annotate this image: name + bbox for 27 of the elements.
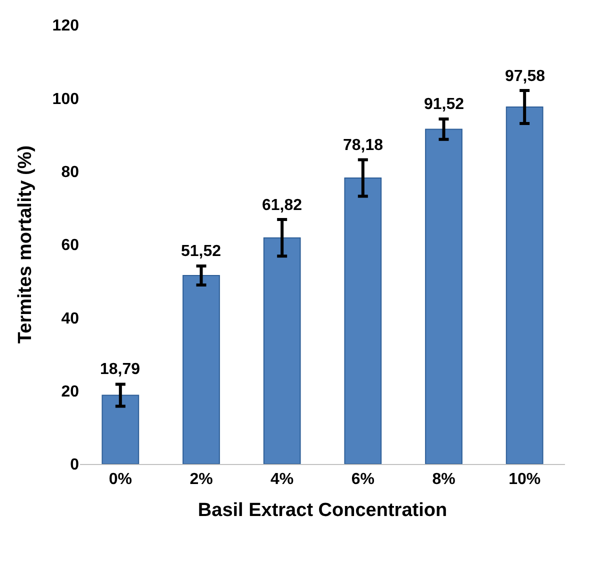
x-tick-label: 0%	[108, 471, 132, 488]
y-tick-label: 40	[61, 310, 80, 328]
data-label: 78,18	[343, 137, 384, 154]
data-label: 18,79	[100, 361, 140, 378]
x-tick-label: 4%	[270, 471, 294, 488]
y-tick-label: 80	[61, 164, 80, 181]
bar	[344, 177, 382, 464]
y-tick-label: 120	[52, 18, 80, 35]
x-tick-label: 6%	[351, 471, 374, 488]
data-label: 97,58	[505, 68, 546, 85]
data-label: 61,82	[262, 197, 302, 214]
y-tick-label: 60	[61, 237, 80, 254]
bar	[102, 394, 140, 464]
x-tick-label: 2%	[190, 471, 213, 488]
data-label: 91,52	[424, 96, 464, 113]
x-tick-label: 8%	[432, 471, 456, 488]
x-axis-title: Basil Extract Concentration	[198, 500, 448, 521]
bar	[263, 237, 301, 464]
data-label: 51,52	[181, 243, 222, 260]
x-tick-label: 10%	[508, 471, 541, 488]
bar	[506, 106, 544, 464]
y-tick-label: 100	[52, 90, 80, 108]
y-tick-label: 0	[70, 456, 80, 474]
bar	[425, 128, 462, 464]
y-tick-label: 20	[61, 383, 80, 400]
y-axis-title: Termites mortality (%)	[15, 145, 36, 344]
bar	[182, 275, 220, 464]
